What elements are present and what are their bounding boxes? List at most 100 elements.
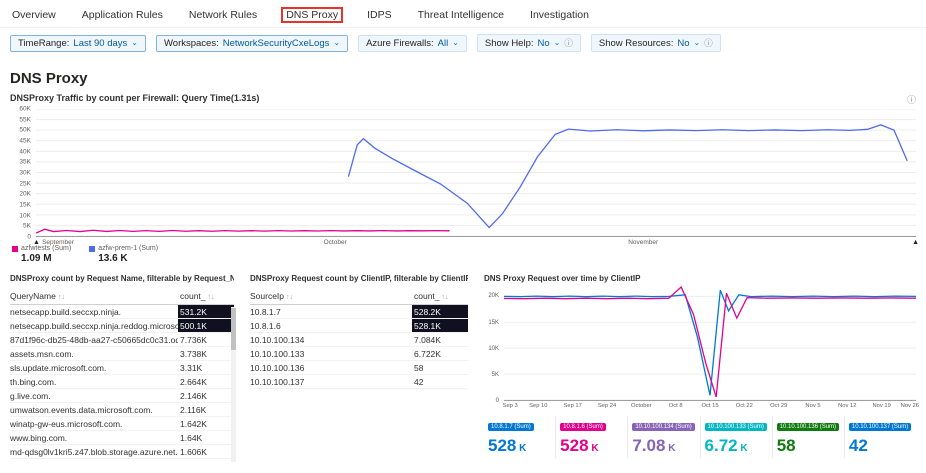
y-axis-label: 0 bbox=[27, 233, 31, 241]
legend-item-azfwtests-sum[interactable]: azfwtests (Sum) 1.09 M bbox=[12, 245, 71, 264]
tile-label: 10.10.100.136 (Sum) bbox=[776, 423, 840, 431]
x-axis-label: October bbox=[631, 403, 652, 409]
filter-pill-workspaces[interactable]: Workspaces: NetworkSecurityCxeLogs ⌄ bbox=[155, 34, 349, 52]
row-count: 2.146K bbox=[180, 390, 207, 401]
tile-number: 42 bbox=[848, 436, 868, 455]
filter-value: Last 90 days bbox=[73, 37, 128, 49]
tab-network-rules[interactable]: Network Rules bbox=[188, 9, 258, 21]
tile-label: 10.10.100.133 (Sum) bbox=[704, 423, 767, 431]
tab-overview[interactable]: Overview bbox=[12, 9, 56, 21]
tab-bar: Overview Application Rules Network Rules DN… bbox=[0, 0, 926, 28]
legend-label: azfw-prem-1 (Sum) bbox=[98, 245, 159, 252]
y-axis: 0 5K 10K 15K 20K 25K 30K 35K 40K 45K 50K 55K 60K bbox=[10, 105, 36, 241]
table-row[interactable]: 87d1f96c-db25-48db-aa27-c50665dc0c31.ods… bbox=[10, 333, 234, 347]
table-row[interactable]: umwatson.events.data.microsoft.com. 2.116… bbox=[10, 403, 234, 417]
stat-tile-10-8-1-6-sum[interactable]: 10.8.1.6 (Sum) 528 K bbox=[556, 416, 629, 458]
column-header-count[interactable]: count_ ↑↓ bbox=[414, 291, 449, 301]
series-line-azfwtests-sum[interactable] bbox=[36, 229, 450, 233]
table-row[interactable]: 10.10.100.133 6.722K bbox=[250, 347, 468, 361]
y-axis-label: 50K bbox=[19, 126, 31, 134]
stat-tile-10-8-1-7-sum[interactable]: 10.8.1.7 (Sum) 528 K bbox=[484, 416, 557, 458]
requests-panel-title: DNSProxy count by Request Name, filterab… bbox=[10, 274, 234, 283]
y-axis-label: 45K bbox=[19, 137, 31, 145]
x-axis-label: Oct 8 bbox=[668, 403, 683, 409]
filter-label: Workspaces: bbox=[163, 37, 219, 49]
traffic-chart[interactable]: 0 5K 10K 15K 20K 25K 30K 35K 40K 45K 50K 55K 60K ▲ ▲ Se… bbox=[10, 105, 919, 247]
legend-item-azfw-prem-1-sum[interactable]: azfw-prem-1 (Sum) 13.6 K bbox=[89, 245, 158, 264]
x-axis-label: Nov 19 bbox=[872, 403, 891, 409]
table-row[interactable]: th.bing.com. 2.664K bbox=[10, 375, 234, 389]
tab-dns-proxy[interactable]: DNS Proxy bbox=[281, 7, 344, 23]
y-axis-label: 30K bbox=[19, 169, 31, 177]
row-count: 1.642K bbox=[180, 418, 207, 429]
row-name: g.live.com. bbox=[10, 390, 51, 401]
table-row[interactable]: 10.10.100.134 7.084K bbox=[250, 333, 468, 347]
filter-pill-show-resources[interactable]: Show Resources: No ⌄ ⓘ bbox=[590, 34, 721, 52]
table-row[interactable]: sls.update.microsoft.com. 3.31K bbox=[10, 361, 234, 375]
chart-plot-area[interactable]: ▲ ▲ bbox=[33, 109, 919, 246]
info-icon[interactable]: ⓘ bbox=[906, 95, 916, 105]
table-row[interactable]: netsecapp.build.seccxp.ninja.reddog.micr… bbox=[10, 319, 234, 333]
row-name: 10.10.100.136 bbox=[250, 362, 305, 373]
tab-idps[interactable]: IDPS bbox=[367, 9, 392, 21]
table-row[interactable]: 10.8.1.6 528.1K bbox=[250, 319, 468, 333]
sort-icon[interactable]: ↑↓ bbox=[441, 294, 449, 301]
series-line-10-8-1-6-sum[interactable] bbox=[504, 287, 916, 397]
lower-panels: DNSProxy count by Request Name, filterab… bbox=[0, 264, 926, 462]
table-row[interactable]: winatp-gw-eus.microsoft.com. 1.642K bbox=[10, 417, 234, 431]
table-row[interactable]: netsecapp.build.seccxp.ninja. 531.2K bbox=[10, 305, 234, 319]
table-row[interactable]: 10.10.100.137 42 bbox=[250, 375, 468, 389]
traffic-chart-section: DNSProxy Traffic by count per Firewall: … bbox=[0, 89, 926, 264]
clientip-chart[interactable]: 0 5K 10K 15K 20K Sep 3 Sep 10 Sep 17 Sep 24 Octob… bbox=[484, 286, 919, 412]
row-count: 528.1K bbox=[412, 319, 468, 332]
table-row[interactable]: 10.8.1.7 528.2K bbox=[250, 305, 468, 319]
table-row[interactable]: 10.10.100.136 58 bbox=[250, 361, 468, 375]
tile-unit: K bbox=[588, 443, 599, 454]
table-row[interactable]: md-qdsg0lv1kri5.z47.blob.storage.azure.n… bbox=[10, 445, 234, 459]
table-row[interactable]: assets.msn.com. 3.738K bbox=[10, 347, 234, 361]
x-axis-label: Oct 29 bbox=[770, 403, 788, 409]
filter-pill-show-help[interactable]: Show Help: No ⌄ ⓘ bbox=[476, 34, 581, 52]
y-axis-label: 10K bbox=[488, 345, 499, 352]
tile-unit: K bbox=[737, 443, 748, 454]
requests-table-scrollbar[interactable] bbox=[231, 307, 236, 462]
tile-value: 6.72 K bbox=[705, 437, 768, 458]
filter-pill-timerange[interactable]: TimeRange: Last 90 days ⌄ bbox=[10, 34, 146, 52]
y-axis-label: 60K bbox=[19, 105, 31, 113]
brush-handle-right[interactable]: ▲ bbox=[912, 239, 919, 246]
tile-number: 528 bbox=[488, 436, 517, 455]
sort-icon[interactable]: ↑↓ bbox=[286, 294, 294, 301]
y-axis-label: 5K bbox=[23, 222, 31, 230]
series-line-azfw-prem-1-sum[interactable] bbox=[348, 125, 907, 228]
x-axis-label: Oct 15 bbox=[701, 403, 719, 409]
row-count: 1.606K bbox=[180, 446, 207, 457]
column-header-sourceip[interactable]: SourceIp ↑↓ bbox=[250, 291, 294, 301]
table-header: SourceIp ↑↓ count_ ↑↓ bbox=[250, 289, 468, 305]
requests-table-wrap: QueryName ↑↓ count_ ↑↓ netsecapp.build.seccx… bbox=[10, 289, 236, 462]
tile-value: 42 bbox=[849, 437, 912, 455]
filter-bar: TimeRange: Last 90 days ⌄ Workspaces: Networ… bbox=[0, 28, 926, 60]
legend-entry: azfwtests (Sum) bbox=[12, 245, 71, 252]
column-header-queryname[interactable]: QueryName ↑↓ bbox=[10, 291, 65, 301]
stat-tile-10-10-100-134-sum[interactable]: 10.10.100.134 (Sum) 7.08 K bbox=[628, 416, 701, 458]
filter-label: Show Resources: bbox=[598, 37, 674, 49]
tab-investigation[interactable]: Investigation bbox=[530, 9, 589, 21]
table-row[interactable]: g.live.com. 2.146K bbox=[10, 389, 234, 403]
stat-tile-10-10-100-133-sum[interactable]: 10.10.100.133 (Sum) 6.72 K bbox=[701, 416, 773, 458]
scrollbar-thumb[interactable] bbox=[231, 308, 236, 350]
row-count: 2.116K bbox=[180, 404, 207, 415]
filter-pill-azure-firewalls[interactable]: Azure Firewalls: All ⌄ bbox=[358, 34, 467, 52]
sort-icon[interactable]: ↑↓ bbox=[207, 294, 215, 301]
brush-handle-left[interactable]: ▲ bbox=[33, 239, 40, 246]
stat-tile-10-10-100-136-sum[interactable]: 10.10.100.136 (Sum) 58 bbox=[773, 416, 845, 458]
table-row[interactable]: www.bing.com. 1.64K bbox=[10, 431, 234, 445]
sort-icon[interactable]: ↑↓ bbox=[57, 294, 65, 301]
series-line-10-8-1-7-sum[interactable] bbox=[504, 290, 916, 395]
row-name: sls.update.microsoft.com. bbox=[10, 362, 107, 373]
stat-tile-10-10-100-137-sum[interactable]: 10.10.100.137 (Sum) 42 bbox=[845, 416, 916, 458]
tab-application-rules[interactable]: Application Rules bbox=[81, 9, 163, 21]
column-header-count[interactable]: count_ ↑↓ bbox=[180, 291, 215, 301]
tile-unit: K bbox=[665, 443, 676, 454]
chart-plot-area[interactable] bbox=[504, 286, 916, 401]
tab-threat-intelligence[interactable]: Threat Intelligence bbox=[417, 9, 505, 21]
